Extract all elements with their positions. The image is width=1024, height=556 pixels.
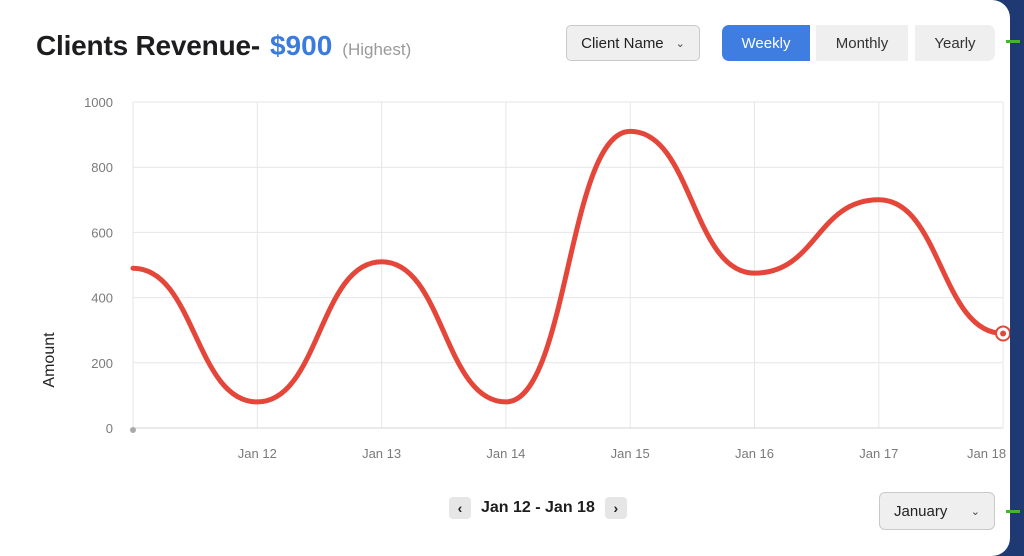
chevron-right-icon: ›: [613, 500, 619, 516]
x-tick-label: Jan 17: [859, 446, 898, 461]
date-range-label: Jan 12 - Jan 18: [481, 499, 595, 516]
series-points: [995, 325, 1010, 342]
green-marker: [1006, 40, 1020, 43]
chart-grid: [130, 101, 1004, 433]
tab-weekly[interactable]: Weekly: [722, 25, 810, 61]
y-tick-label: 400: [91, 291, 113, 306]
client-name-dropdown[interactable]: Client Name ⌄: [566, 25, 700, 61]
x-tick-label: Jan 12: [238, 446, 277, 461]
y-tick-label: 600: [91, 225, 113, 240]
prev-week-button[interactable]: ‹: [449, 497, 471, 519]
next-week-button[interactable]: ›: [604, 497, 627, 519]
month-label: January: [894, 502, 948, 520]
x-tick-label: Jan 13: [362, 446, 401, 461]
page-title: Clients Revenue-: [36, 30, 260, 61]
green-marker: [1006, 510, 1020, 513]
y-axis-ticks: 0 200 400 600 800 1000: [84, 95, 113, 436]
x-tick-label: Jan 18: [967, 446, 1006, 461]
chevron-down-icon: ⌄: [675, 37, 685, 50]
last-point-dot: [1000, 330, 1007, 337]
highest-note: (Highest): [342, 40, 412, 59]
y-tick-label: 1000: [84, 95, 113, 110]
x-tick-label: Jan 14: [486, 446, 525, 461]
x-tick-label: Jan 15: [611, 446, 650, 461]
client-name-label: Client Name: [581, 34, 664, 52]
highest-amount: $900: [269, 30, 333, 61]
tab-monthly[interactable]: Monthly: [816, 25, 908, 61]
x-tick-label: Jan 16: [735, 446, 774, 461]
axis-origin-dot: [130, 427, 136, 433]
y-tick-label: 200: [91, 356, 113, 371]
chevron-down-icon: ⌄: [970, 505, 980, 518]
series-line: [130, 128, 1006, 405]
month-dropdown[interactable]: January ⌄: [879, 492, 995, 530]
tab-yearly[interactable]: Yearly: [915, 25, 995, 61]
chevron-left-icon: ‹: [457, 500, 463, 516]
date-range-nav: ‹ Jan 12 - Jan 18 ›: [449, 497, 627, 519]
y-tick-label: 800: [91, 160, 113, 175]
y-axis-label: Amount: [41, 332, 58, 388]
x-axis-ticks: Jan 12 Jan 13 Jan 14 Jan 15 Jan 16 Jan 17 Jan …: [238, 446, 1006, 461]
y-tick-label: 0: [106, 421, 113, 436]
chart-header: Clients Revenue- $900 (Highest): [36, 30, 411, 62]
